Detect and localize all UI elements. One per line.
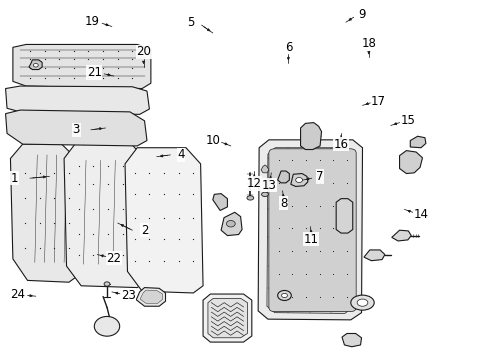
Polygon shape: [29, 60, 42, 69]
Polygon shape: [207, 298, 247, 338]
Text: 2: 2: [141, 224, 148, 237]
Text: 1: 1: [11, 172, 18, 185]
Ellipse shape: [295, 177, 302, 183]
Ellipse shape: [261, 192, 268, 197]
Polygon shape: [261, 165, 268, 173]
Polygon shape: [409, 136, 425, 148]
Polygon shape: [13, 44, 151, 89]
Text: 11: 11: [303, 233, 318, 246]
Text: 7: 7: [316, 170, 323, 183]
Text: 15: 15: [400, 114, 414, 127]
Text: 17: 17: [370, 95, 386, 108]
Polygon shape: [300, 123, 321, 149]
Polygon shape: [212, 194, 227, 211]
Text: 12: 12: [246, 177, 261, 190]
Polygon shape: [140, 290, 162, 303]
Polygon shape: [203, 294, 251, 342]
Polygon shape: [277, 171, 289, 183]
Ellipse shape: [277, 291, 291, 301]
Text: 10: 10: [205, 134, 220, 147]
Text: 18: 18: [361, 37, 375, 50]
Ellipse shape: [246, 196, 253, 200]
Text: 5: 5: [187, 16, 194, 29]
Polygon shape: [5, 86, 149, 114]
Ellipse shape: [356, 299, 367, 306]
Ellipse shape: [94, 316, 120, 336]
Polygon shape: [341, 333, 361, 347]
Polygon shape: [5, 110, 147, 146]
Text: 13: 13: [261, 179, 276, 192]
Text: 6: 6: [284, 41, 291, 54]
Polygon shape: [399, 150, 422, 174]
Text: 9: 9: [357, 8, 365, 21]
Polygon shape: [125, 148, 203, 293]
Polygon shape: [335, 199, 352, 233]
Polygon shape: [221, 212, 242, 235]
Polygon shape: [258, 140, 362, 320]
Text: 19: 19: [85, 15, 100, 28]
FancyBboxPatch shape: [268, 149, 355, 312]
Text: 16: 16: [333, 138, 348, 150]
Text: 21: 21: [87, 66, 102, 79]
Ellipse shape: [33, 63, 38, 67]
Ellipse shape: [350, 295, 373, 310]
Polygon shape: [10, 144, 79, 282]
Ellipse shape: [226, 221, 235, 227]
Text: 3: 3: [72, 123, 80, 136]
Ellipse shape: [104, 282, 110, 286]
Text: 22: 22: [106, 252, 121, 265]
Text: 14: 14: [413, 208, 427, 221]
Text: 24: 24: [10, 288, 25, 301]
Text: 8: 8: [279, 197, 286, 210]
Polygon shape: [266, 148, 353, 314]
Text: 23: 23: [121, 289, 136, 302]
Polygon shape: [363, 250, 384, 261]
Polygon shape: [290, 174, 307, 186]
Text: 4: 4: [177, 148, 184, 161]
Text: 20: 20: [136, 45, 151, 58]
Ellipse shape: [281, 293, 287, 298]
Polygon shape: [64, 142, 147, 288]
Polygon shape: [136, 288, 165, 306]
Polygon shape: [391, 230, 410, 241]
